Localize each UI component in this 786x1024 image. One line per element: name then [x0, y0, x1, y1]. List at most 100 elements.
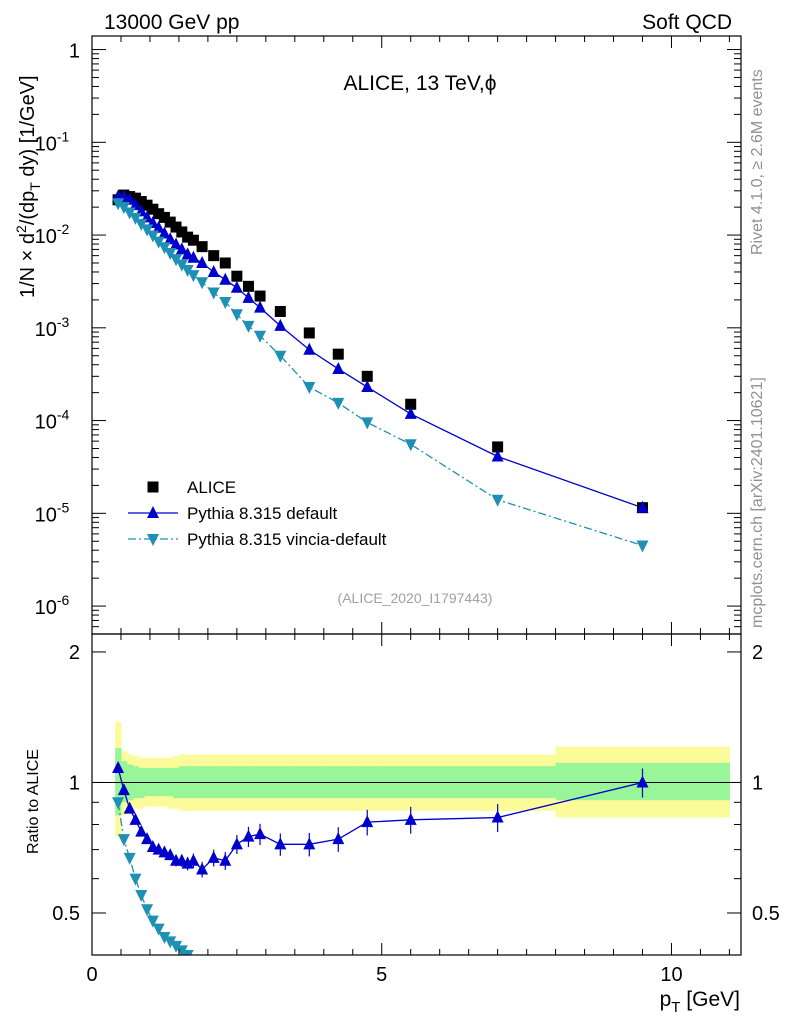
point-data — [231, 270, 243, 282]
point-data — [492, 441, 504, 453]
y-tick-label: 10-4 — [35, 407, 70, 434]
band-inner-bin — [120, 761, 128, 803]
ratio-point-vincia — [141, 904, 154, 917]
ratio-point-vincia — [158, 932, 171, 945]
ratio-y-tick-label-left: 2 — [69, 642, 80, 664]
x-tick-label: 5 — [376, 964, 387, 986]
point-vincia — [303, 382, 316, 395]
band-inner-bin — [138, 767, 145, 799]
point-default — [152, 220, 165, 233]
point-data — [274, 305, 286, 317]
ratio-point-vincia — [152, 923, 165, 936]
point-data — [219, 257, 231, 269]
ratio-point-vincia — [170, 940, 183, 953]
point-data — [332, 348, 344, 360]
point-vincia — [141, 224, 154, 237]
legend-label-default: Pythia 8.315 default — [187, 504, 338, 523]
point-data — [254, 290, 266, 302]
ratio-point-vincia — [219, 970, 231, 982]
point-vincia — [274, 350, 287, 363]
point-default — [123, 192, 136, 205]
ratio-point-vincia — [123, 852, 136, 865]
ratio-point-default — [207, 850, 220, 863]
ratio-point-default — [254, 827, 267, 840]
ratio-point-vincia — [254, 986, 266, 998]
ratio-panel-frame — [91, 633, 742, 956]
ratio-point-vincia — [164, 936, 177, 949]
point-data — [147, 203, 159, 215]
point-data — [135, 196, 147, 208]
x-axis-label: pT [GeV] — [660, 988, 740, 1016]
point-data — [361, 370, 373, 382]
point-data — [187, 234, 199, 246]
ratio-point-default — [196, 862, 209, 875]
point-vincia — [146, 230, 159, 243]
point-default — [491, 449, 504, 462]
legend-label-data: ALICE — [187, 478, 236, 497]
y-tick-label: 10-1 — [35, 128, 70, 155]
point-vincia — [170, 254, 183, 267]
point-default — [170, 237, 183, 250]
point-default — [242, 290, 255, 303]
legend-marker-data — [147, 481, 159, 493]
ratio-y-tick-label-left: 1 — [69, 772, 80, 794]
ratio-point-vincia — [303, 1004, 315, 1016]
ratio-point-vincia — [274, 992, 286, 1004]
point-default — [196, 255, 209, 268]
point-default — [361, 380, 374, 393]
ratio-point-default — [303, 837, 316, 850]
point-vincia — [361, 417, 374, 430]
ratio-point-default — [123, 801, 136, 814]
point-default — [274, 318, 287, 331]
ratio-point-default — [112, 760, 125, 773]
y-tick-label: 10-3 — [35, 314, 70, 341]
ratio-point-default — [636, 775, 649, 788]
y-tick-label: 10-5 — [35, 499, 70, 526]
point-default — [187, 250, 200, 263]
y-axis-label-ratio: Ratio to ALICE — [25, 749, 42, 854]
point-vincia — [219, 296, 232, 309]
ratio-point-default — [164, 848, 177, 861]
point-data — [164, 216, 176, 228]
point-vincia — [207, 287, 220, 300]
y-tick-label: 10-6 — [35, 592, 70, 619]
point-vincia — [152, 236, 165, 249]
point-vincia — [112, 198, 125, 211]
band-inner-bin — [173, 767, 180, 799]
point-vincia — [404, 439, 417, 452]
point-data — [303, 327, 315, 339]
analysis-id: (ALICE_2020_I1797443) — [338, 590, 493, 606]
point-vincia — [135, 218, 148, 231]
ratio-point-vincia — [112, 797, 125, 810]
legend: ALICE Pythia 8.315 default Pythia 8.315 vi… — [128, 478, 387, 549]
legend-marker-vincia — [147, 534, 159, 546]
x-tick-label: 0 — [86, 964, 97, 986]
point-data — [158, 211, 170, 223]
point-vincia — [123, 207, 136, 220]
ratio-point-vincia — [135, 890, 148, 903]
ratio-point-vincia — [208, 965, 220, 977]
point-data — [208, 250, 220, 262]
ratio-point-default — [404, 812, 417, 825]
point-vincia — [164, 248, 177, 261]
point-default — [636, 500, 649, 513]
point-default — [219, 272, 232, 285]
ratio-point-default — [135, 824, 148, 837]
ratio-point-vincia — [231, 975, 243, 987]
ratio-point-vincia — [181, 950, 194, 955]
ratio-point-default — [242, 829, 255, 842]
point-vincia — [187, 270, 200, 283]
ratio-series — [112, 760, 649, 1016]
y-axis-label-main: 1/N × d2/(dpT dy) [1/GeV] — [13, 75, 43, 298]
point-vincia — [491, 494, 504, 507]
header-left: 13000 GeV pp — [104, 11, 239, 34]
ratio-y-tick-label-left: 0.5 — [52, 903, 80, 925]
ratio-point-default — [274, 837, 287, 850]
point-vincia — [117, 202, 130, 215]
main-series — [112, 189, 649, 553]
point-data — [405, 398, 417, 410]
point-data — [129, 192, 141, 204]
point-data — [153, 208, 165, 220]
rivet-label: Rivet 4.1.0, ≥ 2.6M events — [749, 69, 766, 255]
